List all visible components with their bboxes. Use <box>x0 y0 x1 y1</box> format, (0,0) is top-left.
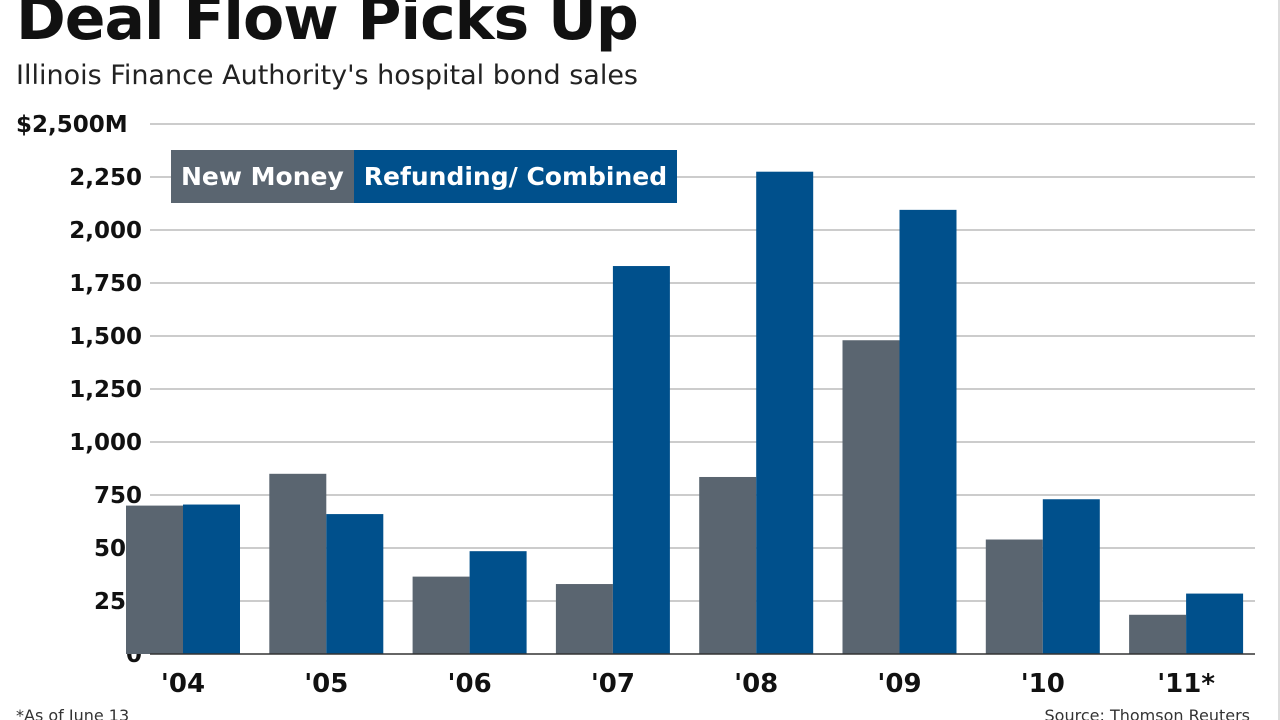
bar-refunding <box>1042 499 1100 654</box>
bar-refunding <box>899 209 957 655</box>
bar-new-money <box>126 505 183 654</box>
bar-new-money <box>412 576 470 654</box>
y-tick-label: 750 <box>94 483 142 509</box>
bar-new-money <box>842 340 900 654</box>
chart-subtitle: Illinois Finance Authority's hospital bo… <box>16 60 639 91</box>
chart-title: Deal Flow Picks Up <box>16 0 639 54</box>
x-tick-label: '11* <box>1157 669 1215 699</box>
y-tick-label: 2,250 <box>69 165 142 191</box>
y-tick-label: 1,750 <box>69 271 142 297</box>
footnote: *As of June 13 <box>16 706 130 720</box>
bar-refunding <box>612 266 670 654</box>
bar-new-money <box>555 584 613 654</box>
y-tick-label: $2,500M <box>16 112 128 138</box>
bar-refunding <box>326 514 384 654</box>
x-tick-label: '09 <box>877 669 921 699</box>
bar-new-money <box>699 476 757 654</box>
x-tick-label: '04 <box>161 669 205 699</box>
y-tick-label: 1,000 <box>69 430 142 456</box>
legend-new-money: New Money <box>171 150 354 203</box>
bar-new-money <box>985 539 1043 654</box>
x-tick-label: '07 <box>591 669 635 699</box>
bar-new-money <box>269 473 327 654</box>
y-tick-label: 1,250 <box>69 377 142 403</box>
bar-refunding <box>756 171 814 654</box>
bar-new-money <box>1129 614 1187 654</box>
source-note: Source: Thomson Reuters <box>1044 706 1250 720</box>
x-tick-label: '06 <box>448 669 492 699</box>
y-tick-label: 1,500 <box>69 324 142 350</box>
bar-refunding <box>469 551 527 654</box>
x-tick-label: '10 <box>1021 669 1065 699</box>
bar-refunding <box>183 504 240 654</box>
bar-refunding <box>1186 593 1244 654</box>
x-tick-label: '08 <box>734 669 778 699</box>
x-tick-label: '05 <box>304 669 348 699</box>
legend: New Money Refunding/ Combined <box>171 150 678 203</box>
y-tick-label: 2,000 <box>69 218 142 244</box>
legend-refunding: Refunding/ Combined <box>353 150 678 203</box>
